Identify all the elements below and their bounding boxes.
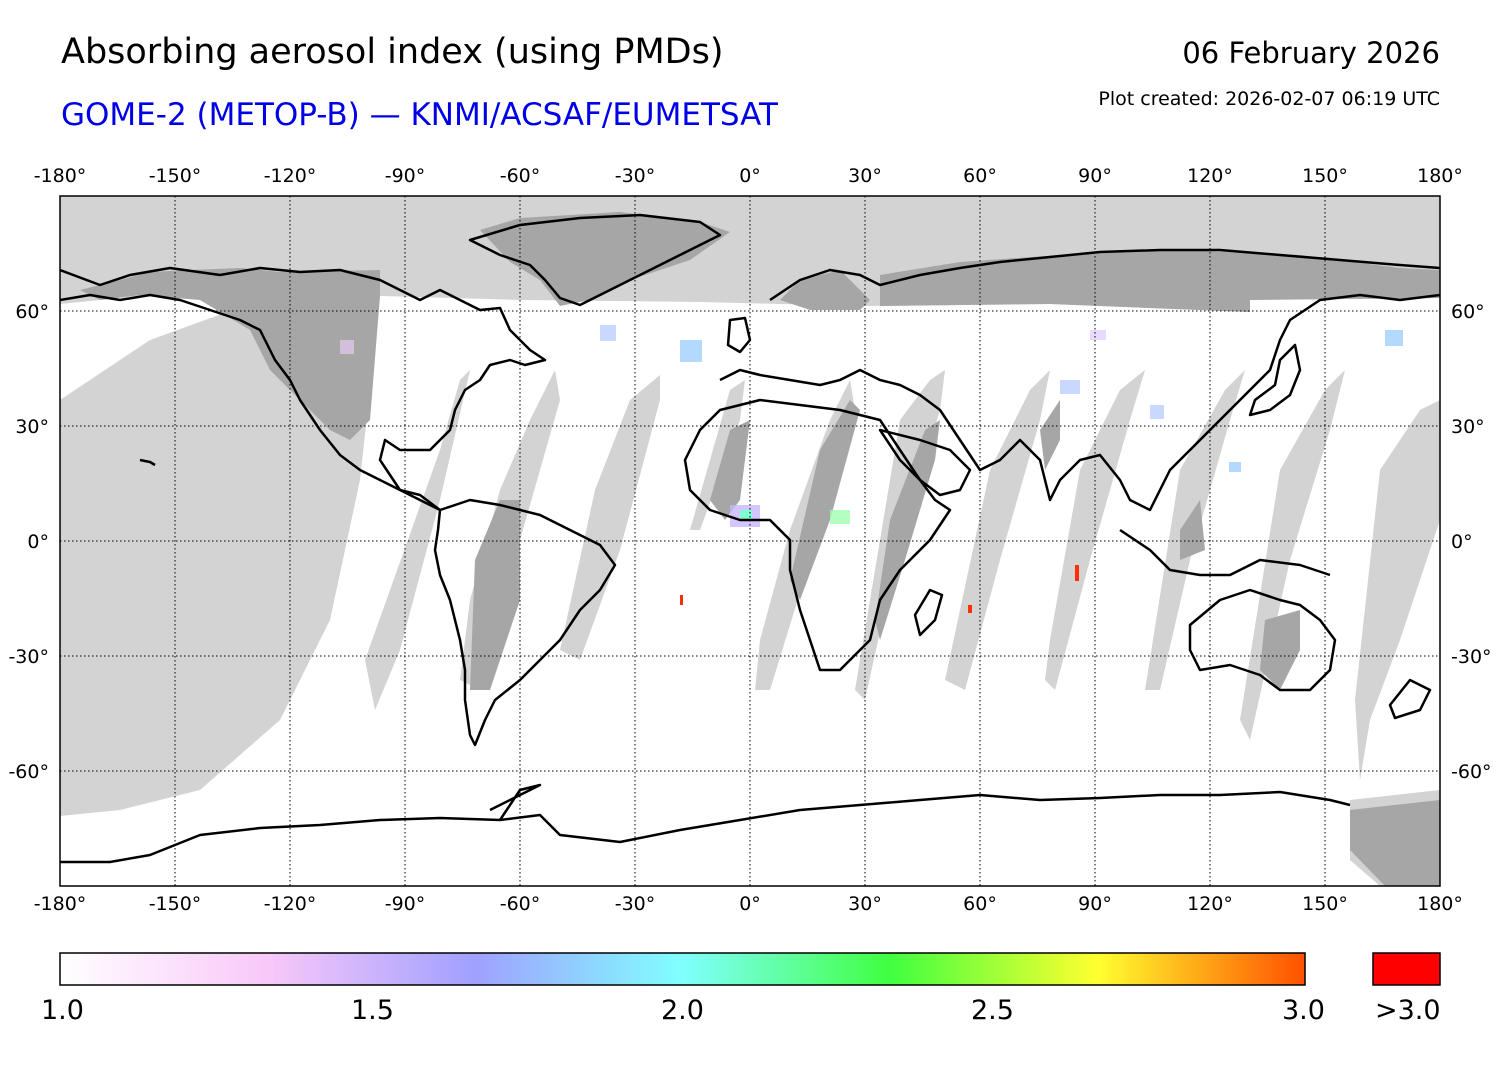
lat-tick-label: -60° bbox=[1451, 761, 1492, 783]
lon-tick-label: 150° bbox=[1302, 893, 1348, 915]
lon-labels-bottom: -180° -150° -120° -90° -60° -30° 0° 30° 60° 90° 12… bbox=[34, 893, 1463, 915]
lon-tick-label: -90° bbox=[385, 893, 426, 915]
coast-europe-asia bbox=[719, 293, 1440, 512]
colorbar-label: 3.0 bbox=[1282, 995, 1325, 1026]
lat-tick-label: 0° bbox=[27, 531, 49, 553]
lon-tick-label: 30° bbox=[848, 893, 882, 915]
lon-tick-label: 180° bbox=[1417, 165, 1463, 187]
coast-madagascar bbox=[913, 588, 944, 637]
lon-tick-label: 120° bbox=[1187, 165, 1233, 187]
coast-new-zealand bbox=[1388, 678, 1432, 720]
lon-tick-label: -30° bbox=[615, 893, 656, 915]
colorbar-label: 1.0 bbox=[41, 995, 84, 1026]
lon-tick-label: -180° bbox=[34, 893, 87, 915]
lat-tick-label: -30° bbox=[8, 646, 49, 668]
lon-tick-label: -30° bbox=[615, 165, 656, 187]
coast-greenland bbox=[468, 213, 722, 307]
lon-tick-label: -150° bbox=[149, 893, 202, 915]
lon-tick-label: 60° bbox=[963, 893, 997, 915]
graticule bbox=[60, 196, 1440, 886]
coast-hawaii bbox=[139, 458, 156, 467]
map-frame-content bbox=[60, 196, 1440, 886]
lat-tick-label: -60° bbox=[8, 761, 49, 783]
colorbar-over-label: >3.0 bbox=[1375, 995, 1441, 1026]
lon-tick-label: 180° bbox=[1417, 893, 1463, 915]
lat-tick-label: -30° bbox=[1451, 646, 1492, 668]
lon-tick-label: 120° bbox=[1187, 893, 1233, 915]
lat-tick-label: 60° bbox=[15, 301, 49, 323]
lon-tick-label: -90° bbox=[385, 165, 426, 187]
coast-arabia bbox=[878, 428, 972, 497]
coast-antarctica bbox=[60, 790, 1351, 864]
lon-tick-label: 0° bbox=[739, 893, 761, 915]
lat-tick-label: 60° bbox=[1451, 301, 1485, 323]
lon-tick-label: 90° bbox=[1078, 165, 1112, 187]
coast-north-america bbox=[60, 266, 547, 512]
lon-tick-label: 0° bbox=[739, 165, 761, 187]
plot-subtitle: GOME-2 (METOP-B) — KNMI/ACSAF/EUMETSAT bbox=[61, 97, 778, 133]
lon-tick-label: -120° bbox=[264, 165, 317, 187]
coast-indonesia bbox=[1119, 528, 1331, 577]
lon-tick-label: -60° bbox=[500, 165, 541, 187]
colorbar-label: 2.0 bbox=[661, 995, 704, 1026]
aerosol-pixels bbox=[340, 325, 1403, 613]
lon-tick-label: -60° bbox=[500, 893, 541, 915]
colorbar-label: 2.5 bbox=[971, 995, 1014, 1026]
lon-tick-label: -120° bbox=[264, 893, 317, 915]
lon-tick-label: 60° bbox=[963, 165, 997, 187]
colorbar-label: 1.5 bbox=[351, 995, 394, 1026]
lon-tick-label: 90° bbox=[1078, 893, 1112, 915]
coast-japan bbox=[1248, 343, 1302, 417]
lon-tick-label: 150° bbox=[1302, 165, 1348, 187]
coast-south-america bbox=[433, 498, 617, 747]
plot-date: 06 February 2026 bbox=[1182, 36, 1440, 70]
lon-tick-label: -150° bbox=[149, 165, 202, 187]
lon-tick-label: -180° bbox=[34, 165, 87, 187]
colorbar bbox=[59, 952, 1306, 986]
plot-created-timestamp: Plot created: 2026-02-07 06:19 UTC bbox=[1098, 88, 1440, 110]
lat-tick-label: 0° bbox=[1451, 531, 1473, 553]
colorbar-over-box bbox=[1372, 952, 1441, 986]
lat-labels-left: 60° 30° 0° -30° -60° bbox=[8, 301, 49, 783]
map-frame bbox=[59, 195, 1441, 887]
lon-tick-label: 30° bbox=[848, 165, 882, 187]
lon-labels-top: -180° -150° -120° -90° -60° -30° 0° 30° 60° 90° 12… bbox=[34, 165, 1463, 187]
coast-africa bbox=[683, 398, 952, 672]
coast-antarctic-peninsula bbox=[489, 783, 542, 821]
lat-tick-label: 30° bbox=[15, 416, 49, 438]
coast-north-eurasia bbox=[769, 248, 1440, 302]
plot-title: Absorbing aerosol index (using PMDs) bbox=[61, 32, 724, 72]
coast-uk bbox=[726, 316, 752, 354]
coastlines bbox=[60, 213, 1440, 864]
lat-labels-right: 60° 30° 0° -30° -60° bbox=[1451, 301, 1492, 783]
lat-tick-label: 30° bbox=[1451, 416, 1485, 438]
